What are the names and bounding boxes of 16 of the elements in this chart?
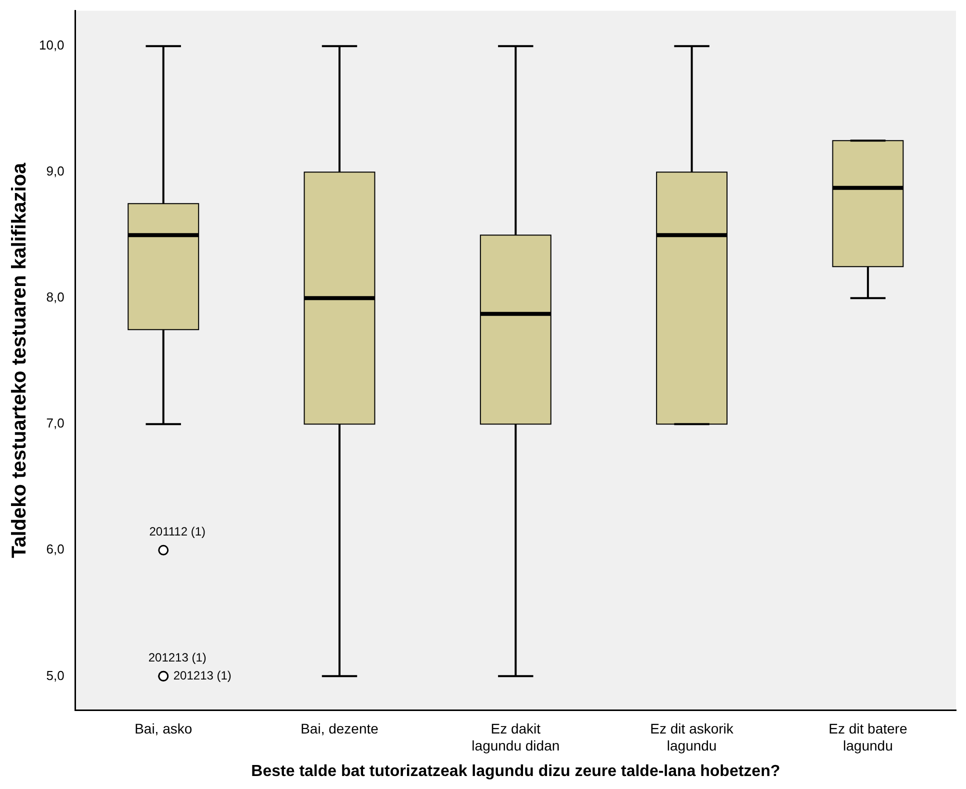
annotation: 201213 (1) [148, 650, 206, 664]
x-tick-label: Ez dit batere lagundu [828, 720, 908, 754]
x-tick-label: Bai, dezente [300, 720, 379, 736]
y-tick-label: 8,0 [46, 290, 64, 305]
y-tick-label: 9,0 [46, 164, 64, 179]
annotation: 201112 (1) [149, 524, 206, 538]
x-tick-label: Ez dakit lagundu didan [472, 720, 560, 754]
y-axis-title: Taldeko testuarteko testuaren kalifikazioa [8, 162, 31, 558]
x-tick-label: Bai, asko [134, 720, 192, 736]
y-tick-label: 7,0 [46, 416, 64, 431]
y-tick-label: 10,0 [38, 38, 64, 53]
annotation: 201213 (1) [173, 668, 232, 682]
x-axis-title: Beste talde bat tutorizatzeak lagundu dizu zeure talde-lana hobetzen? [251, 762, 780, 780]
y-tick-label: 6,0 [46, 542, 64, 557]
y-tick-label: 5,0 [46, 668, 64, 683]
x-tick-label: Ez dit askorik lagundu [650, 720, 734, 754]
